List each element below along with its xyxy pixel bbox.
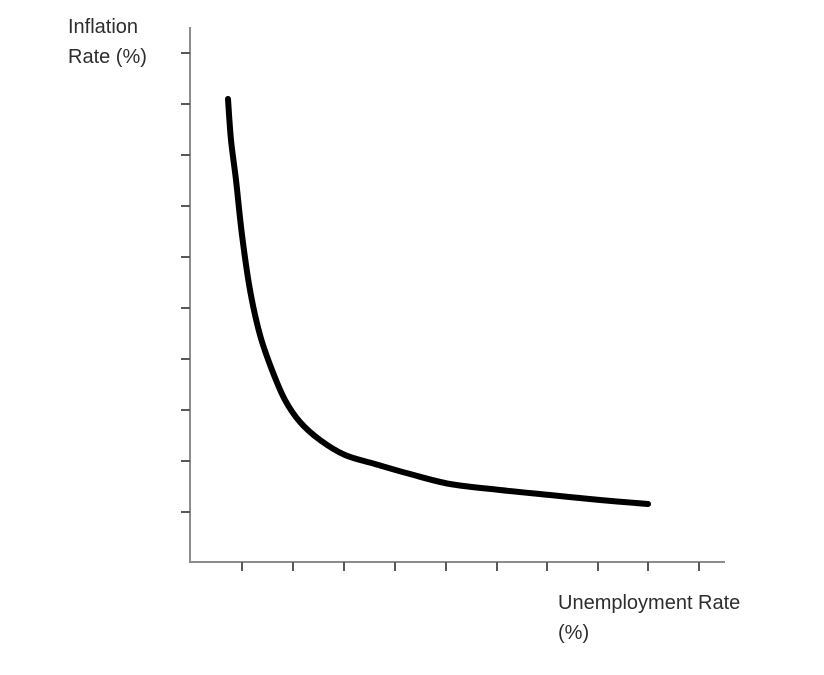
- x-axis-label: Unemployment Rate (%): [558, 592, 741, 644]
- y-axis-label: Inflation Rate (%): [68, 16, 147, 68]
- phillips-curve-line: [225, 96, 651, 507]
